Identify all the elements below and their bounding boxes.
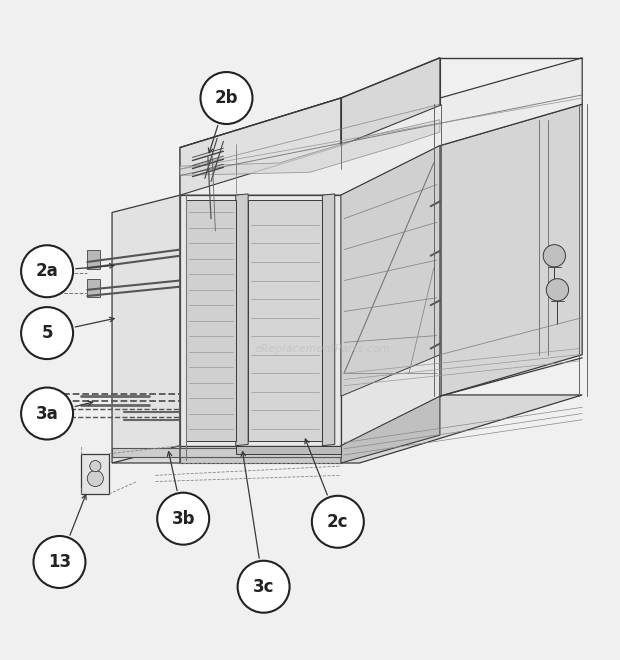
- Circle shape: [546, 279, 569, 301]
- Polygon shape: [440, 104, 582, 396]
- Text: 3a: 3a: [36, 405, 58, 422]
- Text: 2b: 2b: [215, 89, 238, 107]
- Polygon shape: [180, 446, 341, 463]
- Circle shape: [21, 307, 73, 359]
- Text: 5: 5: [42, 324, 53, 342]
- Text: 13: 13: [48, 553, 71, 571]
- Text: 2c: 2c: [327, 513, 348, 531]
- Polygon shape: [112, 447, 341, 457]
- Polygon shape: [341, 146, 440, 396]
- Circle shape: [312, 496, 364, 548]
- Circle shape: [21, 246, 73, 297]
- Polygon shape: [87, 249, 100, 269]
- Polygon shape: [322, 194, 335, 446]
- Circle shape: [87, 471, 104, 486]
- Polygon shape: [236, 194, 248, 446]
- Polygon shape: [180, 58, 582, 195]
- Text: eReplacementParts.com: eReplacementParts.com: [254, 344, 391, 354]
- Text: 3c: 3c: [253, 578, 275, 596]
- Polygon shape: [236, 446, 341, 453]
- Polygon shape: [87, 279, 100, 297]
- Circle shape: [200, 72, 252, 124]
- Polygon shape: [341, 195, 440, 446]
- Polygon shape: [180, 119, 440, 176]
- Polygon shape: [112, 395, 582, 463]
- Circle shape: [543, 245, 565, 267]
- Circle shape: [90, 461, 101, 472]
- Circle shape: [33, 536, 86, 588]
- Polygon shape: [180, 98, 341, 195]
- Circle shape: [21, 387, 73, 440]
- Polygon shape: [81, 453, 109, 494]
- Polygon shape: [180, 195, 341, 446]
- Circle shape: [157, 493, 209, 544]
- Circle shape: [237, 561, 290, 612]
- Polygon shape: [248, 200, 322, 442]
- Polygon shape: [341, 396, 440, 463]
- Polygon shape: [186, 200, 236, 442]
- Polygon shape: [341, 58, 440, 146]
- Text: 2a: 2a: [36, 262, 58, 280]
- Polygon shape: [112, 195, 180, 463]
- Text: 3b: 3b: [172, 510, 195, 528]
